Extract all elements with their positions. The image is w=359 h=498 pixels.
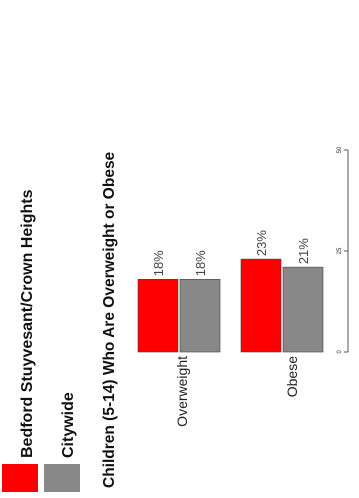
category-label-obese: Obese	[284, 356, 300, 397]
axis-tick-label-25: 25	[337, 247, 343, 254]
legend-swatch-bedford	[2, 464, 38, 492]
value-label-overweight-citywide: 18%	[193, 250, 208, 276]
legend-label-bedford: Bedford Stuyvesant/Crown Heights	[19, 189, 36, 458]
bar-obese-citywide	[282, 266, 324, 353]
bar-overweight-citywide	[179, 278, 221, 353]
category-label-overweight: Overweight	[174, 356, 190, 427]
rotated-chart-group: Bedford Stuyvesant/Crown Heights Citywid…	[2, 146, 349, 492]
value-axis: 0 25 50	[337, 146, 349, 354]
bar-obese-bedford	[240, 258, 282, 353]
chart-title: Children (5-14) Who Are Overweight or Ob…	[101, 151, 118, 488]
value-label-obese-bedford: 23%	[254, 230, 269, 256]
bar-overweight-bedford	[137, 278, 179, 353]
axis-tick-label-0: 0	[337, 350, 343, 354]
legend: Bedford Stuyvesant/Crown Heights Citywid…	[2, 189, 80, 492]
bars-group: Overweight 18% 18% Obese 23% 21%	[137, 230, 324, 427]
legend-label-citywide: Citywide	[60, 392, 77, 458]
axis-tick-label-50: 50	[337, 146, 343, 153]
value-label-obese-citywide: 21%	[296, 238, 311, 264]
value-label-overweight-bedford: 18%	[151, 250, 166, 276]
legend-swatch-citywide	[44, 464, 80, 492]
